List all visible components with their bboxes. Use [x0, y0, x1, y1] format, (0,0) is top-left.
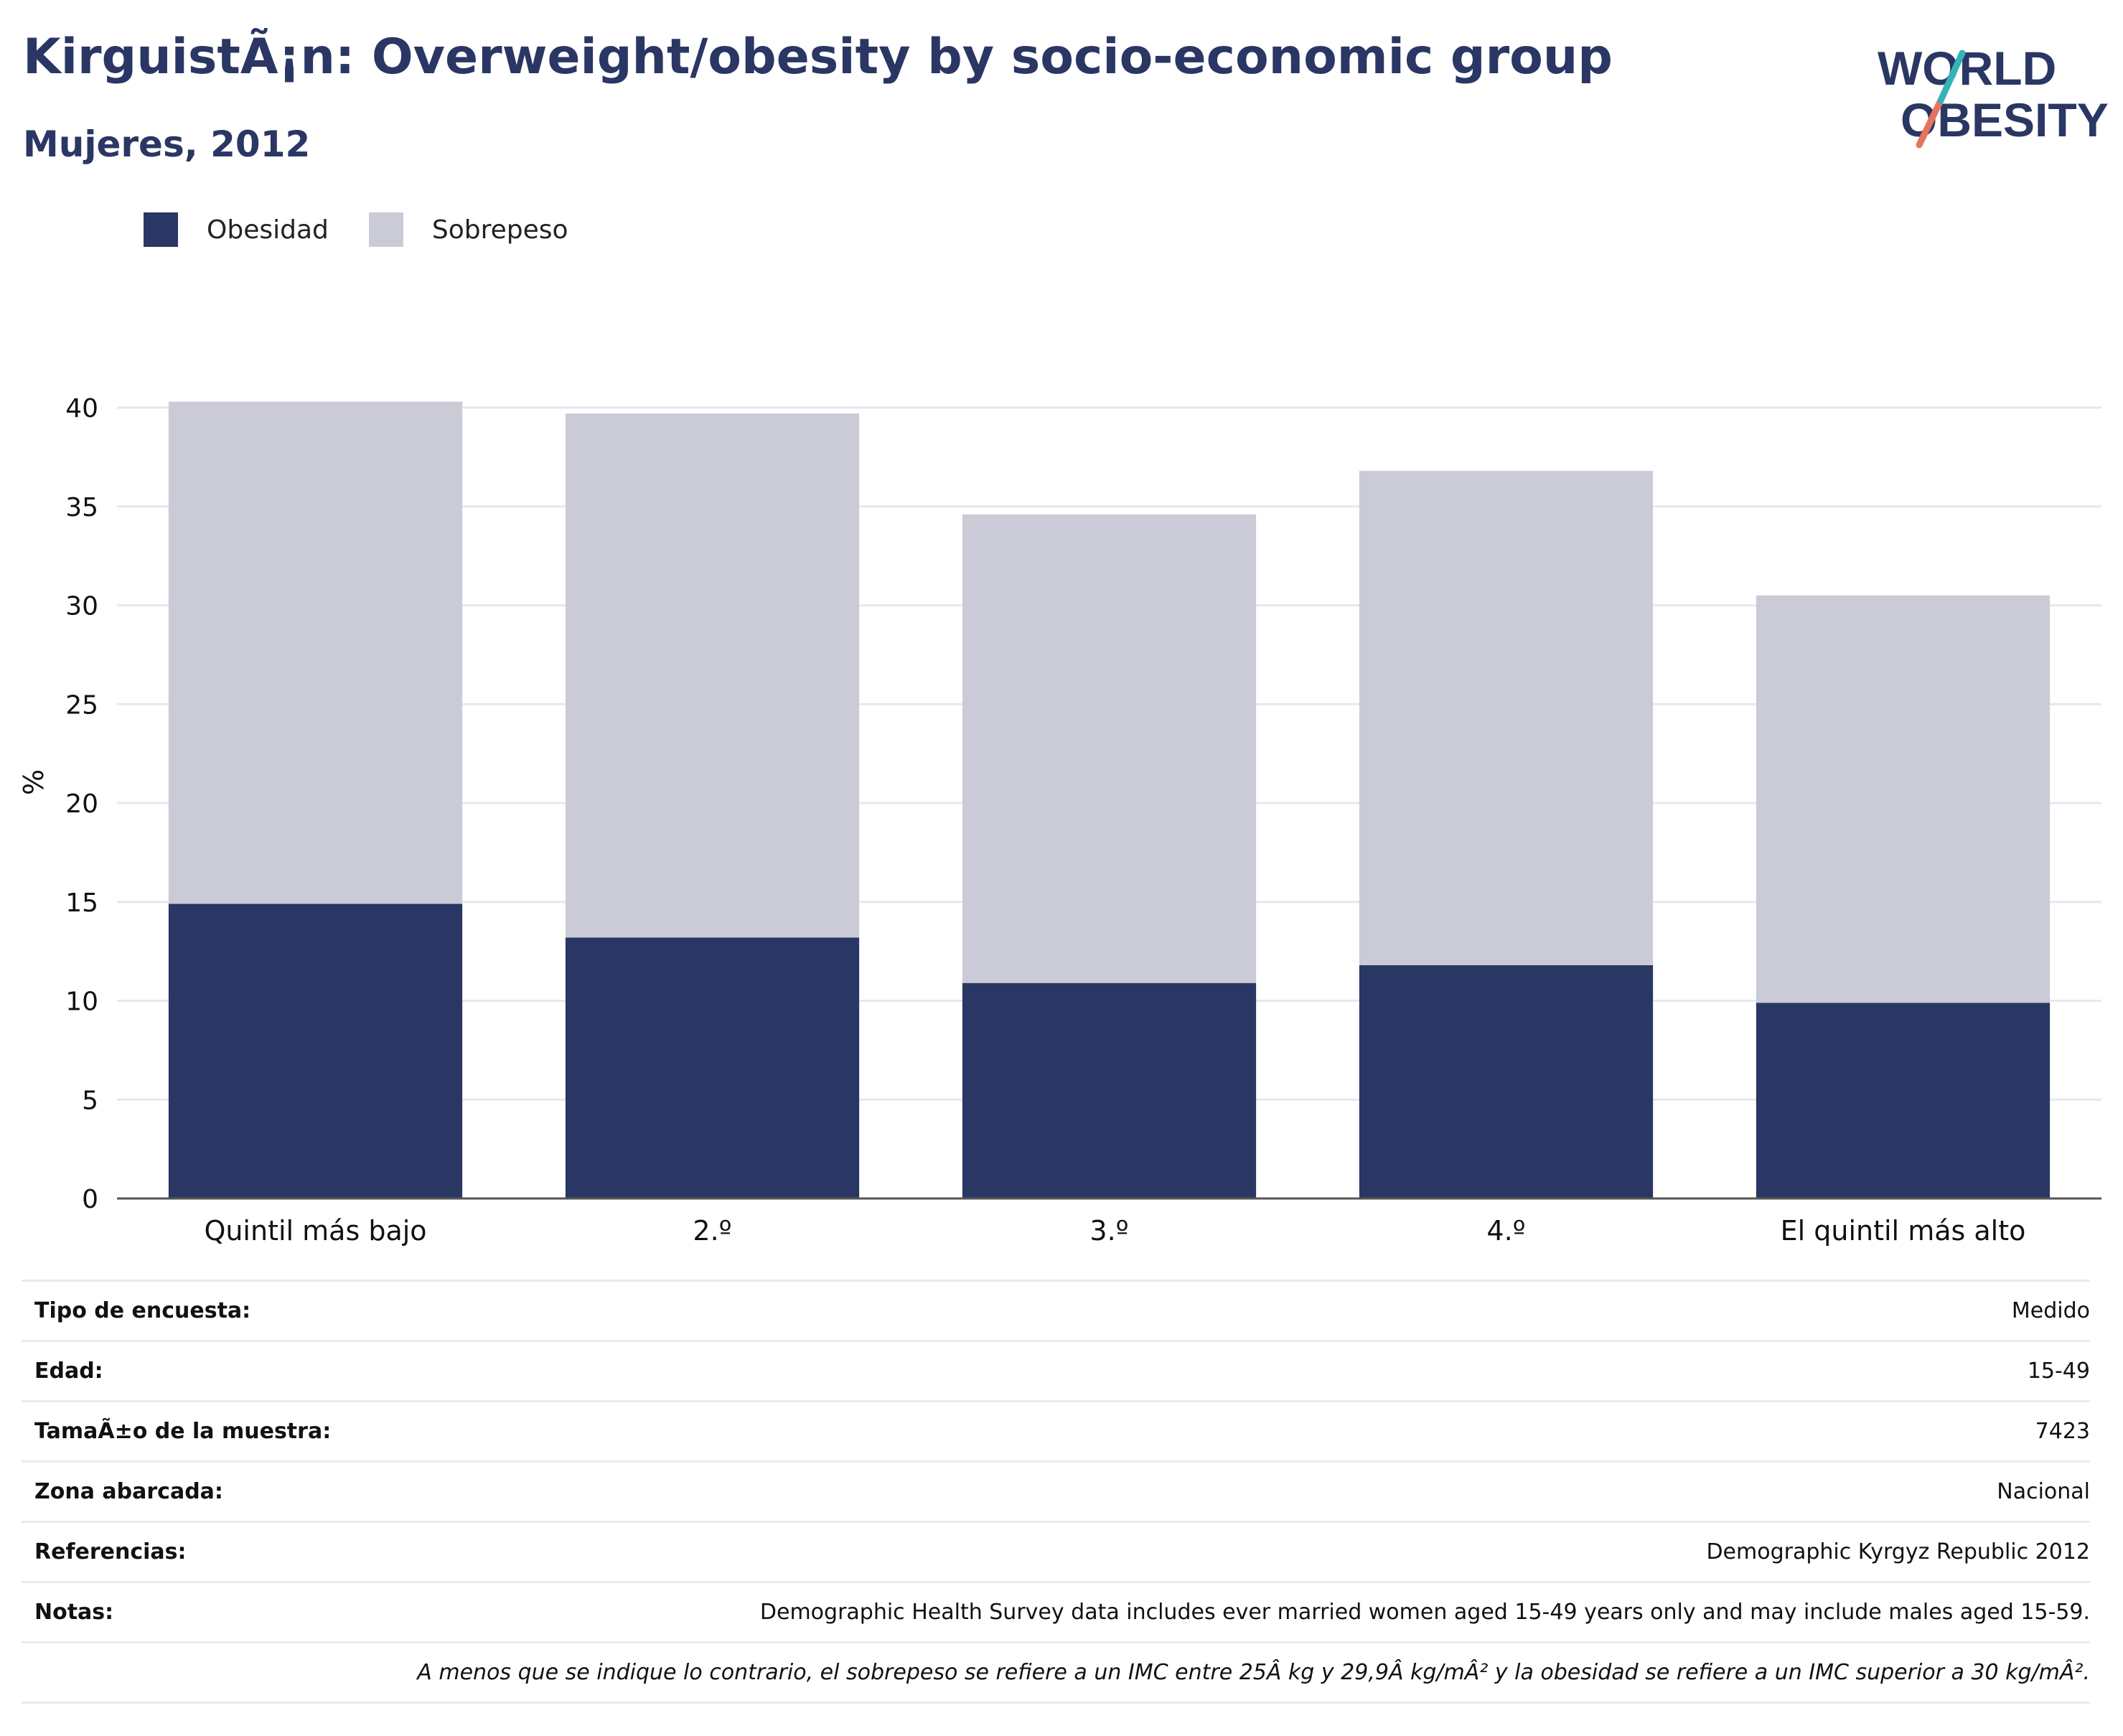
info-label: Notas:	[34, 1600, 114, 1625]
x-tick-label: Quintil más bajo	[204, 1215, 426, 1247]
info-label: Edad:	[34, 1359, 103, 1384]
footnote-row: A menos que se indique lo contrario, el …	[22, 1641, 2090, 1704]
legend-swatch-sobrepeso	[368, 212, 403, 247]
bar-obesidad[interactable]	[962, 982, 1257, 1198]
info-value: Demographic Health Survey data includes …	[759, 1600, 2090, 1625]
bar-sobrepeso[interactable]	[1756, 595, 2051, 1003]
x-tick-label: 4.º	[1486, 1215, 1525, 1247]
bar-obesidad[interactable]	[565, 937, 860, 1198]
bar-obesidad[interactable]	[1756, 1003, 2051, 1198]
y-tick-label: 20	[65, 789, 98, 819]
legend-swatch-obesidad	[144, 212, 178, 247]
info-value: Medido	[2011, 1298, 2090, 1323]
y-tick-label: 40	[65, 394, 98, 423]
bar-obesidad[interactable]	[168, 904, 463, 1198]
bar-sobrepeso[interactable]	[565, 413, 860, 938]
legend-item-sobrepeso[interactable]: Sobrepeso	[368, 212, 568, 247]
info-label: TamaÃ±o de la muestra:	[34, 1419, 332, 1444]
info-value: 15-49	[2027, 1359, 2090, 1384]
world-obesity-logo-icon: WORLD OBESITY	[1866, 22, 2110, 158]
bar-obesidad[interactable]	[1359, 965, 1654, 1198]
y-tick-label: 30	[65, 592, 98, 621]
legend-label-sobrepeso: Sobrepeso	[431, 215, 568, 245]
page-subtitle: Mujeres, 2012	[23, 123, 311, 165]
legend-item-obesidad[interactable]: Obesidad	[144, 212, 329, 247]
logo-line2: OBESITY	[1901, 93, 2109, 146]
legend-label-obesidad: Obesidad	[207, 215, 329, 245]
y-tick-label: 25	[65, 690, 98, 720]
bars-layer	[168, 401, 2051, 1198]
info-label: Tipo de encuesta:	[34, 1298, 251, 1323]
x-tick-label: El quintil más alto	[1781, 1215, 2026, 1247]
bar-chart: 0 5 10 15 20 25 30 35 40 Quintil más bajo 2.º 3.º 4.…	[18, 394, 2101, 1247]
info-table: Tipo de encuesta: Medido Edad: 15-49 TamaÃ±o…	[22, 1280, 2090, 1704]
y-tick-label: 0	[82, 1185, 98, 1214]
x-tick-label: 2.º	[693, 1215, 731, 1247]
y-tick-label: 5	[82, 1086, 98, 1115]
footnote-text: A menos que se indique lo contrario, el …	[417, 1660, 2090, 1685]
bar-sobrepeso[interactable]	[962, 514, 1257, 983]
y-axis-label: %	[18, 769, 50, 795]
info-value: Nacional	[1997, 1479, 2090, 1504]
info-row: Zona abarcada: Nacional	[22, 1460, 2090, 1521]
info-value: Demographic Kyrgyz Republic 2012	[1706, 1539, 2090, 1564]
page-title: KirguistÃ¡n: Overweight/obesity by socio…	[23, 29, 1613, 85]
info-row: Referencias: Demographic Kyrgyz Republic …	[22, 1521, 2090, 1581]
logo-line1: WORLD	[1878, 42, 2056, 95]
y-tick-label: 15	[65, 888, 98, 918]
bar-sobrepeso[interactable]	[1359, 471, 1654, 965]
chart-legend: Obesidad Sobrepeso	[144, 212, 609, 247]
info-row: Edad: 15-49	[22, 1340, 2090, 1400]
y-tick-label: 35	[65, 493, 98, 522]
info-value: 7423	[2035, 1419, 2090, 1444]
info-row: Tipo de encuesta: Medido	[22, 1280, 2090, 1340]
info-row: Notas: Demographic Health Survey data inc…	[22, 1581, 2090, 1641]
x-tick-label: 3.º	[1089, 1215, 1128, 1247]
info-label: Zona abarcada:	[34, 1479, 223, 1504]
info-label: Referencias:	[34, 1539, 187, 1564]
y-tick-label: 10	[65, 987, 98, 1017]
info-row: TamaÃ±o de la muestra: 7423	[22, 1400, 2090, 1460]
bar-sobrepeso[interactable]	[168, 401, 463, 904]
axis-layer: 0 5 10 15 20 25 30 35 40 Quintil más bajo 2.º 3.º 4.…	[65, 394, 2101, 1247]
